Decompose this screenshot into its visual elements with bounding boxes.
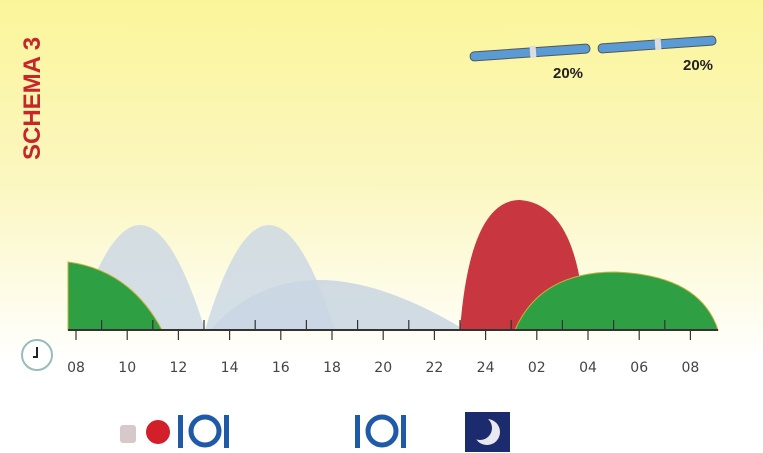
basal-curve	[67, 261, 163, 331]
tick-label: 08	[67, 360, 85, 376]
tick-label: 12	[169, 360, 187, 376]
cup-icon	[120, 425, 136, 443]
tick-label: 04	[579, 360, 597, 376]
tick-label: 24	[477, 360, 495, 376]
title: SCHEMA 3	[19, 37, 46, 160]
plate-icon	[178, 414, 229, 448]
tick-label: 14	[221, 360, 239, 376]
tick-label: 02	[528, 360, 546, 376]
basal-curve	[514, 271, 719, 331]
pen	[469, 43, 591, 62]
pen-label: 20%	[683, 57, 713, 74]
tick-label: 22	[425, 360, 443, 376]
tick-label: 10	[118, 360, 136, 376]
tick-label: 06	[630, 360, 648, 376]
moon-shadow	[468, 416, 492, 440]
axis-ticks: 08 10 12 14 16 18 20 22 24 02 04 06 08	[67, 320, 699, 376]
clock-hands	[33, 347, 38, 358]
pen	[597, 35, 717, 54]
tick-label: 18	[323, 360, 341, 376]
apple-icon	[146, 420, 170, 444]
tick-label: 20	[374, 360, 392, 376]
tick-label: 08	[681, 360, 699, 376]
pen-label: 20%	[553, 65, 583, 82]
tick-label: 16	[272, 360, 290, 376]
rapid-curve	[205, 225, 335, 330]
plate-icon	[355, 414, 406, 448]
